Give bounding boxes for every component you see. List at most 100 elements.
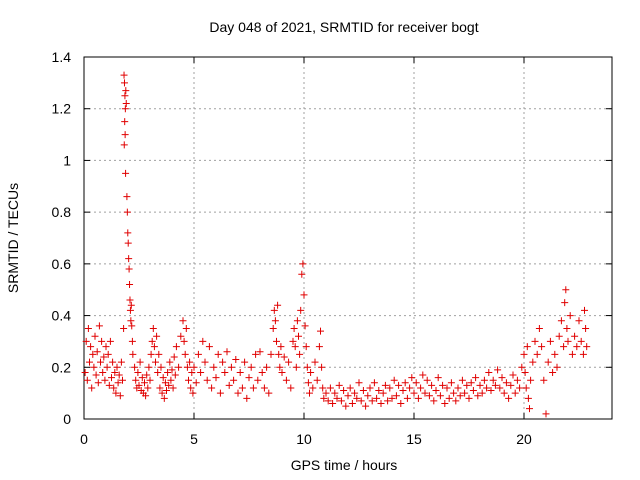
data-point xyxy=(163,387,170,395)
data-point xyxy=(149,325,157,332)
data-point xyxy=(309,384,317,392)
data-point xyxy=(115,371,123,379)
data-point xyxy=(553,363,561,371)
data-point xyxy=(425,392,433,400)
data-point xyxy=(324,397,332,405)
data-point xyxy=(441,399,449,407)
data-point xyxy=(265,389,273,397)
data-point xyxy=(89,350,97,358)
data-point xyxy=(129,350,137,358)
data-point xyxy=(395,381,403,389)
data-point xyxy=(84,325,92,332)
data-point xyxy=(141,379,148,387)
data-point xyxy=(524,394,532,402)
data-point xyxy=(114,379,122,387)
data-point xyxy=(171,371,179,379)
data-point xyxy=(362,402,370,410)
data-point xyxy=(205,343,213,351)
data-point xyxy=(267,350,275,358)
data-point xyxy=(523,343,531,351)
data-point xyxy=(150,343,158,351)
data-point xyxy=(225,381,233,389)
data-point xyxy=(120,325,128,332)
data-point xyxy=(408,374,416,382)
y-tick-label: 0.2 xyxy=(52,359,72,375)
data-point xyxy=(122,100,130,108)
data-point xyxy=(469,387,477,395)
data-point xyxy=(156,384,164,392)
data-point xyxy=(458,376,466,384)
data-point xyxy=(414,394,422,402)
data-point xyxy=(370,379,378,387)
data-point xyxy=(185,376,192,384)
data-point xyxy=(121,118,129,126)
data-point xyxy=(568,350,576,358)
data-point xyxy=(306,389,313,397)
data-point xyxy=(340,387,348,395)
data-point xyxy=(97,358,104,366)
data-point xyxy=(106,337,114,345)
data-point xyxy=(180,337,188,345)
chart-title: Day 048 of 2021, SRMTID for receiver bog… xyxy=(209,19,478,35)
data-point xyxy=(566,312,574,320)
data-point xyxy=(333,394,341,402)
data-point xyxy=(271,317,279,325)
data-point xyxy=(210,363,218,371)
data-point xyxy=(322,389,330,397)
data-point xyxy=(335,381,343,389)
data-point xyxy=(120,141,128,149)
data-point xyxy=(450,389,458,397)
data-point xyxy=(432,387,440,395)
y-tick-label: 1.2 xyxy=(52,101,72,117)
data-point xyxy=(509,371,517,379)
data-point xyxy=(344,392,352,400)
data-point xyxy=(138,374,146,382)
data-point xyxy=(520,350,528,358)
data-point xyxy=(87,343,95,351)
data-point xyxy=(148,337,156,345)
data-point xyxy=(560,343,568,351)
data-point xyxy=(521,368,529,376)
y-tick-label: 0.4 xyxy=(52,308,72,324)
data-point xyxy=(434,374,442,382)
data-point xyxy=(292,363,300,371)
data-point xyxy=(238,384,246,392)
data-point xyxy=(135,381,143,389)
data-point xyxy=(172,343,180,351)
data-point xyxy=(274,301,282,309)
data-point xyxy=(485,368,493,376)
data-point xyxy=(275,350,283,358)
data-point xyxy=(375,387,383,395)
y-tick-label: 0.8 xyxy=(52,204,72,220)
data-point xyxy=(273,337,280,345)
data-point xyxy=(401,379,409,387)
data-point xyxy=(406,384,414,392)
data-point xyxy=(562,286,570,294)
data-point xyxy=(269,325,277,332)
x-tick-label: 20 xyxy=(516,431,532,447)
data-point xyxy=(190,363,198,371)
data-point xyxy=(491,381,499,389)
data-point xyxy=(81,368,89,376)
data-point xyxy=(103,363,111,371)
data-point xyxy=(112,389,120,397)
data-point xyxy=(122,87,130,95)
data-point xyxy=(169,384,177,392)
data-point xyxy=(496,384,504,392)
data-point xyxy=(167,376,175,384)
data-point xyxy=(542,410,550,418)
data-point xyxy=(452,397,460,405)
data-point xyxy=(561,299,569,307)
data-point xyxy=(98,337,106,345)
data-point xyxy=(390,376,398,384)
data-point xyxy=(263,363,271,371)
data-point xyxy=(533,350,541,358)
data-point xyxy=(91,332,99,340)
data-point xyxy=(223,348,231,356)
data-point xyxy=(359,387,367,395)
data-point xyxy=(277,343,285,351)
data-point xyxy=(256,348,264,356)
data-point xyxy=(181,350,189,358)
data-point xyxy=(557,317,565,325)
data-point xyxy=(212,374,220,382)
